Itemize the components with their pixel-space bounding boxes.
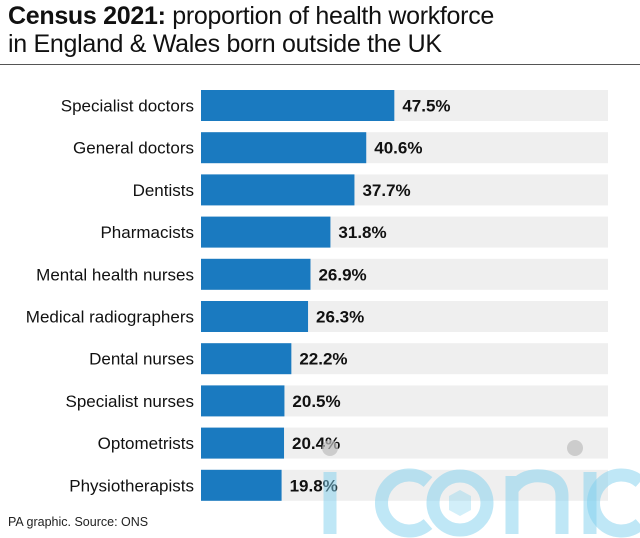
category-label: Optometrists	[98, 434, 194, 453]
category-label: Specialist doctors	[61, 97, 194, 116]
chart-title-line2: in England & Wales born outside the UK	[8, 30, 442, 58]
bar	[201, 132, 367, 164]
value-label: 20.5%	[292, 392, 340, 411]
value-label: 37.7%	[362, 181, 410, 200]
value-label: 26.3%	[316, 308, 364, 327]
category-label: Physiotherapists	[69, 476, 194, 495]
value-label: 40.6%	[374, 139, 422, 158]
source-note: PA graphic. Source: ONS	[8, 515, 149, 529]
bar	[201, 385, 285, 417]
bar	[201, 174, 355, 206]
chart-title-bold: Census 2021:	[8, 2, 166, 30]
bar	[201, 90, 395, 121]
bar	[201, 469, 282, 501]
category-label: Specialist nurses	[65, 392, 194, 411]
value-label: 47.5%	[402, 97, 450, 116]
value-label: 22.2%	[299, 350, 347, 369]
value-label: 20.4%	[292, 434, 340, 453]
value-label: 31.8%	[338, 223, 386, 242]
category-label: Pharmacists	[100, 223, 194, 242]
value-label: 19.8%	[290, 476, 338, 495]
bar	[201, 343, 292, 375]
category-label: General doctors	[73, 139, 194, 158]
chart-title: Census 2021: proportion of health workfo…	[8, 2, 633, 58]
category-label: Dental nurses	[89, 350, 194, 369]
title-divider	[0, 64, 640, 65]
chart-title-rest: proportion of health workforce	[165, 2, 494, 30]
category-label: Mental health nurses	[36, 265, 194, 284]
value-label: 26.9%	[318, 265, 366, 284]
bar	[201, 258, 311, 290]
bar	[201, 301, 309, 332]
bar	[201, 427, 285, 459]
category-label: Dentists	[133, 181, 194, 200]
bar	[201, 216, 331, 248]
category-label: Medical radiographers	[26, 308, 194, 327]
